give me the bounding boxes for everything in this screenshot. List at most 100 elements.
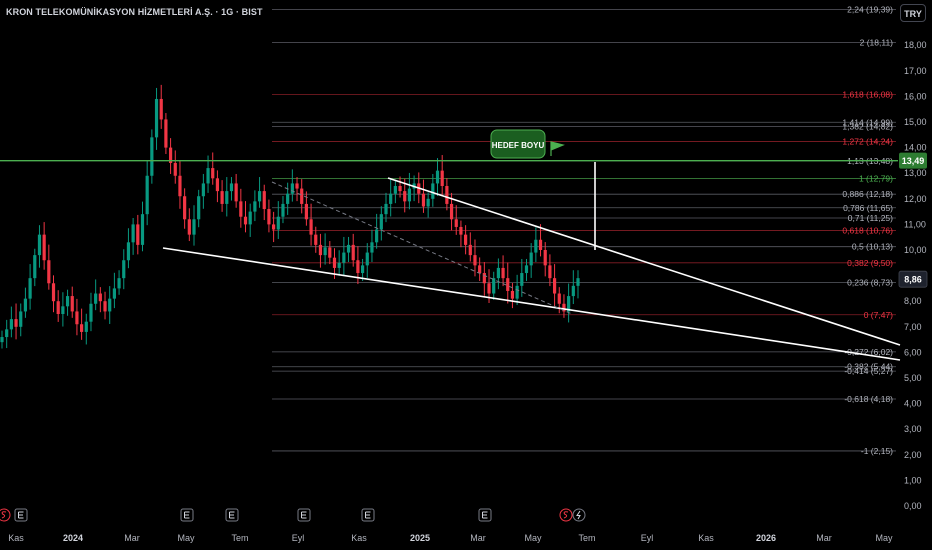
candle-body	[375, 229, 379, 243]
fib-level-label: 0,71 (11,25)	[848, 213, 893, 223]
candle-body	[140, 214, 145, 245]
wedge-lower-trendline[interactable]	[162, 247, 901, 361]
candle-body	[342, 252, 346, 263]
target-callout-box[interactable]	[490, 129, 546, 159]
wedge-upper-trendline[interactable]	[387, 177, 901, 346]
candle-body	[510, 290, 515, 299]
time-axis-tick: Kas	[8, 533, 24, 543]
event-markers[interactable]	[0, 508, 586, 522]
candle-body	[501, 267, 505, 279]
candle-body	[370, 242, 374, 253]
dividend-event-icon[interactable]	[0, 508, 11, 522]
candle-body	[211, 168, 215, 179]
candle-body	[520, 273, 524, 286]
fib-level-label: 1,618 (16,08)	[842, 89, 893, 99]
candle-body	[262, 191, 266, 210]
dividend-glyph	[1, 511, 7, 519]
candle-body	[98, 293, 102, 302]
candle-body	[286, 193, 290, 204]
price-axis[interactable]: 0,001,002,003,004,005,006,007,008,009,00…	[904, 40, 927, 511]
time-axis-tick: Mar	[124, 533, 140, 543]
last-price-badge	[898, 270, 928, 288]
candle-body	[168, 147, 173, 163]
candle-body	[290, 183, 294, 194]
dashed-trendline[interactable]	[271, 181, 573, 315]
candle-body	[506, 278, 510, 291]
candle-body	[28, 278, 32, 299]
price-axis-tick: 1,00	[904, 475, 922, 485]
candle-body	[389, 193, 393, 204]
candle-body	[248, 211, 252, 225]
candle-body	[435, 170, 440, 184]
target-callout-label: HEDEF BOYU	[492, 141, 545, 150]
candle-body	[548, 265, 552, 279]
horizontal-level-badge-label: 13,49	[902, 156, 925, 166]
candle-body	[37, 234, 42, 256]
fib-level-label: 1,272 (14,24)	[842, 136, 893, 146]
candle-body	[496, 267, 500, 279]
candle-body	[154, 98, 159, 138]
candle-body	[309, 219, 313, 235]
candle-body	[384, 203, 388, 215]
fib-level-label: 1,382 (14,82)	[842, 122, 893, 132]
fib-level-label: 0 (7,47)	[864, 310, 893, 320]
earnings-glyph	[184, 511, 190, 519]
candle-body	[14, 319, 18, 327]
time-axis-tick: Eyl	[292, 533, 305, 543]
candle-body	[103, 301, 107, 312]
candle-body	[65, 296, 70, 307]
currency-button[interactable]: TRY	[900, 4, 926, 22]
time-axis[interactable]: Kas 2024 Mar May Tem Eyl Kas 2025 Mar May Tem Eyl Ka…	[8, 533, 893, 543]
candle-body	[89, 303, 93, 322]
candle-body	[183, 196, 187, 220]
candle-body	[482, 273, 486, 284]
candle-body	[440, 170, 444, 186]
candle-body	[70, 296, 74, 312]
candle-body	[571, 285, 575, 297]
candle-body	[257, 191, 262, 202]
candle-body	[94, 293, 98, 304]
earnings-glyph	[482, 511, 488, 519]
candle-body	[136, 224, 140, 245]
candle-body	[126, 242, 131, 261]
candle-body	[426, 198, 430, 207]
candle-body	[229, 183, 234, 192]
fib-level-label: 1,414 (14,99)	[842, 117, 893, 127]
candle-body	[220, 191, 224, 204]
candle-body	[487, 283, 491, 294]
target-callout[interactable]: HEDEF BOYU	[490, 129, 565, 159]
price-axis-tick: 12,00	[904, 194, 927, 204]
candle-body	[468, 244, 472, 256]
candle-body	[557, 293, 561, 304]
price-axis-tick: 18,00	[904, 40, 927, 50]
candle-body	[464, 234, 468, 245]
candle-body	[197, 196, 201, 220]
fib-level-label: -0,382 (5,44)	[844, 362, 893, 372]
candle-body	[449, 203, 454, 220]
flag-icon	[550, 141, 565, 156]
candle-body	[552, 278, 557, 294]
candle-body	[243, 216, 248, 225]
price-axis-tick: 3,00	[904, 424, 922, 434]
earnings-glyph	[18, 511, 24, 519]
candle-body	[328, 247, 332, 258]
candle-body	[56, 301, 60, 314]
time-axis-tick: Mar	[816, 533, 832, 543]
fib-level-label: -0,272 (6,02)	[844, 347, 893, 357]
candle-body	[459, 226, 463, 235]
candle-body	[253, 201, 257, 212]
earnings-glyph	[365, 511, 371, 519]
candle-body	[23, 298, 28, 312]
time-axis-tick: Eyl	[641, 533, 654, 543]
candle-body	[192, 219, 196, 235]
candle-body	[145, 175, 149, 215]
price-axis-tick: 11,00	[904, 219, 926, 229]
chart-drawings[interactable]	[162, 162, 901, 361]
time-axis-tick: May	[524, 533, 542, 543]
time-axis-tick: 2026	[756, 533, 776, 543]
fib-level-label: 0,618 (10,76)	[842, 226, 893, 236]
candle-body	[84, 321, 88, 332]
candle-body	[407, 188, 412, 202]
